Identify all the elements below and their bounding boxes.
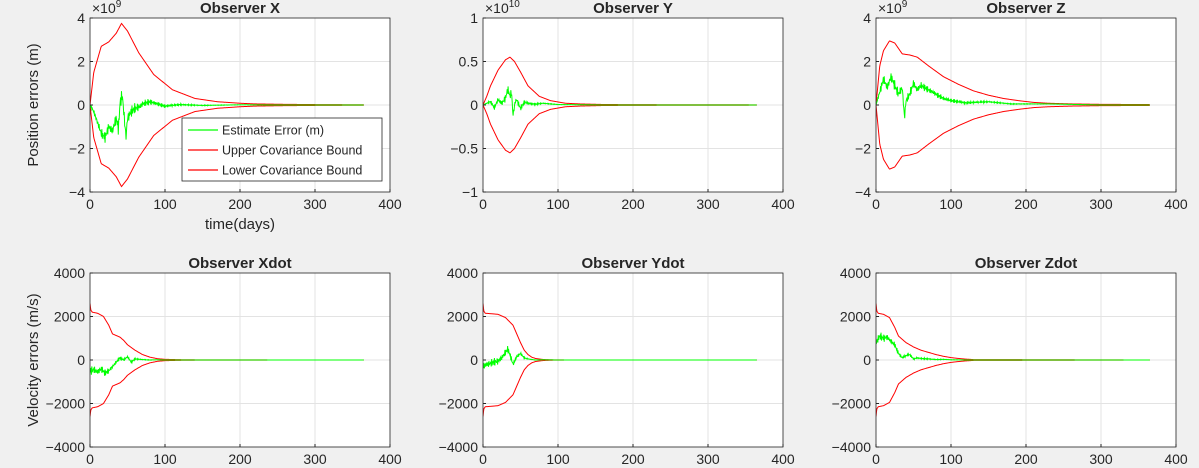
subplot-title: Observer Zdot (975, 255, 1078, 272)
subplot-4: 0 100 200 300 400 −4000 −2000 0 2000 4000 Observer… (439, 255, 795, 467)
x-tick-label: 200 (1014, 196, 1038, 212)
y-tick-label: 1 (470, 10, 478, 26)
x-tick-label: 100 (153, 451, 177, 467)
y-exponent-label: ×1010 (485, 0, 520, 16)
y-tick-label: 0 (470, 97, 478, 113)
y-tick-label: 0 (863, 97, 871, 113)
x-tick-label: 100 (546, 451, 570, 467)
legend: Estimate Error (m) Upper Covariance Bound… (181, 117, 383, 182)
series-estimate-error (876, 73, 1150, 119)
series-estimate-error (483, 86, 757, 116)
plot-area (483, 56, 757, 154)
series-estimate-error (90, 91, 364, 143)
y-tick-label: 0 (77, 97, 85, 113)
y-tick-label: −2000 (832, 396, 872, 412)
series-lower-bound (876, 104, 1150, 170)
y-tick-label: −4000 (832, 439, 872, 455)
y-tick-label: 4000 (447, 265, 478, 281)
y-tick-label: −1 (462, 184, 478, 200)
x-tick-label: 300 (696, 451, 720, 467)
x-tick-label: 100 (546, 196, 570, 212)
x-axis-label: time(days) (205, 216, 275, 233)
x-tick-label: 400 (1164, 196, 1188, 212)
x-tick-label: 200 (228, 196, 252, 212)
x-tick-label: 200 (621, 196, 645, 212)
subplot-title: Observer Y (593, 0, 673, 17)
series-estimate-error (90, 354, 364, 376)
y-tick-label: 2000 (54, 309, 85, 325)
y-tick-label: 4 (863, 10, 871, 26)
y-tick-label: 0 (77, 352, 85, 368)
x-tick-label: 300 (303, 451, 327, 467)
plot-area (90, 303, 364, 417)
series-estimate-error (483, 345, 757, 369)
y-tick-label: 2 (863, 54, 871, 70)
x-tick-label: 0 (872, 196, 880, 212)
y-exponent-label: ×109 (92, 0, 122, 16)
x-tick-label: 0 (872, 451, 880, 467)
y-tick-label: −4 (855, 184, 871, 200)
x-tick-label: 200 (1014, 451, 1038, 467)
plot-area (90, 22, 364, 188)
subplot-title: Observer Z (986, 0, 1065, 17)
x-tick-label: 300 (1089, 451, 1113, 467)
subplot-title: Observer Xdot (188, 255, 291, 272)
legend-entry: Lower Covariance Bound (222, 164, 362, 178)
plot-area (876, 40, 1150, 170)
y-axis-label: Velocity errors (m/s) (25, 293, 42, 426)
y-tick-label: 2000 (447, 309, 478, 325)
y-tick-label: −2000 (439, 396, 479, 412)
legend-entry: Estimate Error (m) (222, 124, 324, 138)
x-tick-label: 0 (479, 451, 487, 467)
subplot-3: 0 100 200 300 400 −4000 −2000 0 2000 4000 Observer… (25, 255, 402, 467)
y-exponent-label: ×109 (878, 0, 908, 16)
subplot-1: 0 100 200 300 400 −1 −0.5 0 0.5 1 Observer Y ×1010 (450, 0, 795, 212)
subplot-0: 0 100 200 300 400 −4 −2 0 2 4 Observer X ×109 Positi… (25, 0, 402, 233)
y-tick-label: 2000 (840, 309, 871, 325)
x-tick-label: 400 (1164, 451, 1188, 467)
y-tick-label: 0 (470, 352, 478, 368)
x-tick-label: 300 (303, 196, 327, 212)
x-tick-label: 0 (86, 196, 94, 212)
x-tick-label: 0 (479, 196, 487, 212)
y-tick-label: −0.5 (450, 141, 478, 157)
x-tick-label: 400 (378, 196, 402, 212)
x-tick-label: 400 (771, 451, 795, 467)
x-tick-label: 100 (939, 196, 963, 212)
x-tick-label: 400 (378, 451, 402, 467)
x-tick-label: 0 (86, 451, 94, 467)
subplot-2: 0 100 200 300 400 −4 −2 0 2 4 Observer Z ×109 (855, 0, 1188, 212)
y-axis-label: Position errors (m) (25, 43, 42, 166)
y-tick-label: −2000 (46, 396, 86, 412)
y-tick-label: −2 (855, 141, 871, 157)
y-tick-label: 0.5 (459, 54, 479, 70)
y-tick-label: −4 (69, 184, 85, 200)
x-tick-label: 300 (696, 196, 720, 212)
x-tick-label: 100 (153, 196, 177, 212)
y-tick-label: 0 (863, 352, 871, 368)
y-tick-label: 4000 (54, 265, 85, 281)
legend-entry: Upper Covariance Bound (222, 144, 362, 158)
x-tick-label: 300 (1089, 196, 1113, 212)
y-tick-label: −4000 (439, 439, 479, 455)
x-tick-label: 200 (228, 451, 252, 467)
y-tick-label: −4000 (46, 439, 86, 455)
plot-area (483, 303, 757, 417)
series-upper-bound (876, 40, 1150, 106)
y-tick-label: 2 (77, 54, 85, 70)
subplot-title: Observer Ydot (581, 255, 684, 272)
y-tick-label: 4000 (840, 265, 871, 281)
series-estimate-error (876, 332, 1150, 361)
subplot-title: Observer X (200, 0, 280, 17)
x-tick-label: 400 (771, 196, 795, 212)
plot-area (876, 303, 1150, 417)
subplot-5: 0 100 200 300 400 −4000 −2000 0 2000 4000 Observer… (832, 255, 1188, 467)
x-tick-label: 100 (939, 451, 963, 467)
x-tick-label: 200 (621, 451, 645, 467)
y-tick-label: −2 (69, 141, 85, 157)
y-tick-label: 4 (77, 10, 85, 26)
